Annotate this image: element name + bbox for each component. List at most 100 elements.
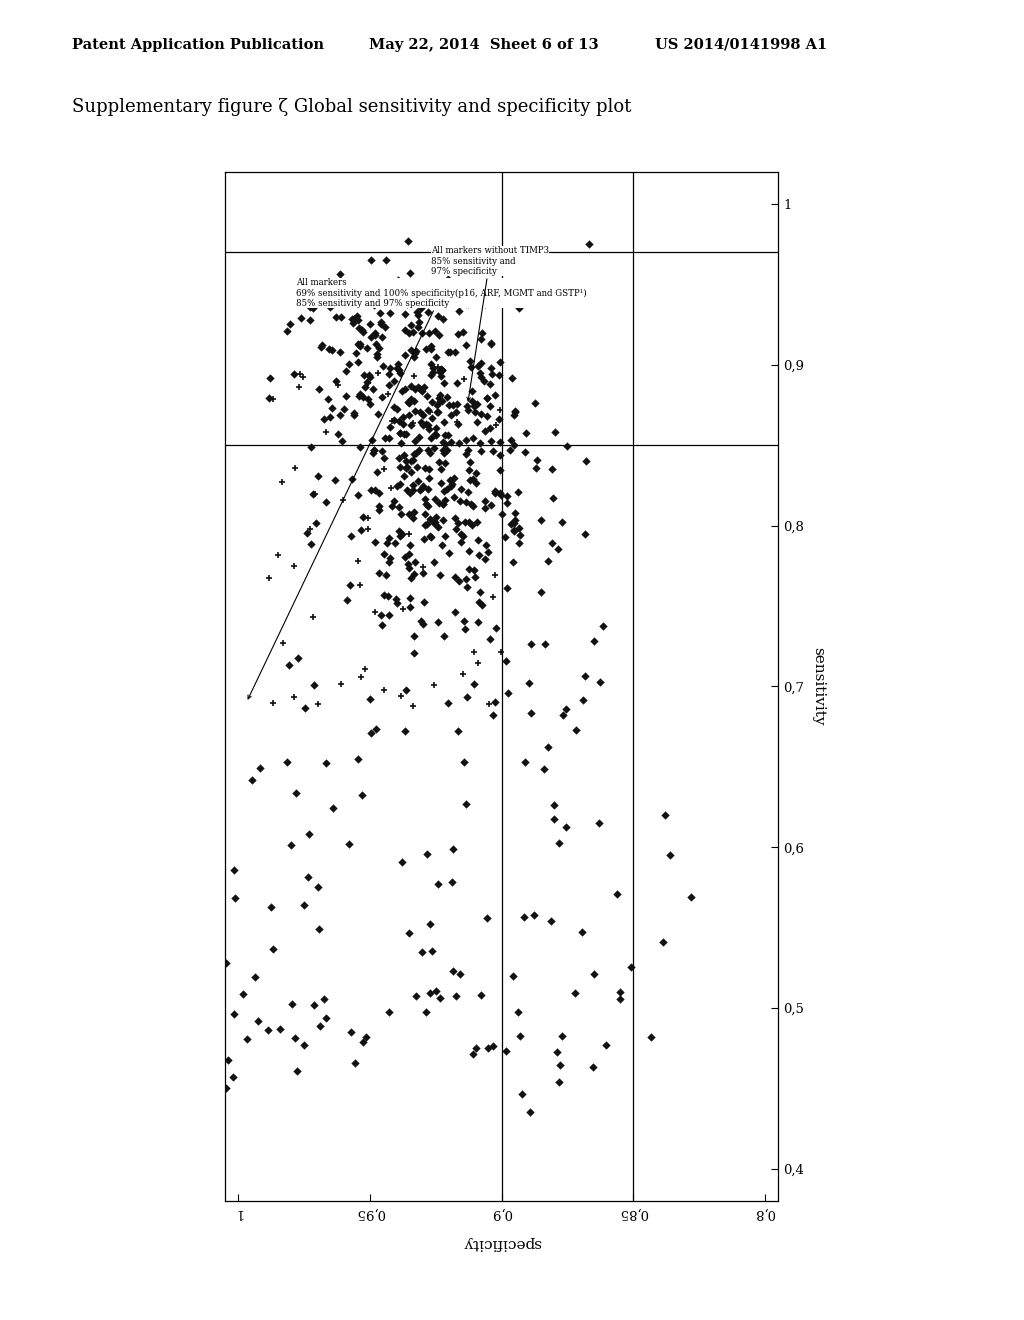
- Point: [406, 696, 422, 717]
- Point: [463, 492, 479, 513]
- Point: [361, 393, 378, 414]
- Point: [595, 616, 611, 638]
- Point: [437, 490, 454, 511]
- Point: [324, 397, 340, 418]
- Point: [376, 680, 392, 701]
- Point: [305, 607, 322, 628]
- Point: [423, 338, 439, 359]
- Point: [218, 953, 234, 974]
- Point: [310, 379, 327, 400]
- Point: [390, 354, 407, 375]
- Point: [517, 751, 534, 772]
- Point: [431, 451, 447, 473]
- Point: [322, 297, 338, 318]
- Point: [434, 432, 451, 453]
- Point: [369, 461, 385, 482]
- Point: [450, 413, 466, 434]
- Point: [445, 487, 462, 508]
- Point: [557, 817, 573, 838]
- Point: [344, 309, 360, 330]
- Point: [426, 550, 442, 572]
- Point: [352, 335, 369, 356]
- Point: [438, 440, 455, 461]
- Point: [367, 532, 383, 553]
- Point: [252, 758, 268, 779]
- Point: [522, 634, 539, 655]
- Point: [482, 374, 499, 395]
- Text: US 2014/0141998 A1: US 2014/0141998 A1: [655, 38, 827, 51]
- Point: [528, 450, 545, 471]
- Point: [411, 426, 427, 447]
- Point: [612, 989, 629, 1010]
- Point: [450, 393, 466, 414]
- Point: [462, 451, 478, 473]
- Point: [470, 653, 486, 675]
- Point: [317, 421, 334, 442]
- Point: [467, 401, 483, 422]
- Point: [355, 322, 372, 343]
- Point: [398, 293, 415, 314]
- Y-axis label: sensitivity: sensitivity: [811, 647, 825, 726]
- Point: [512, 524, 528, 545]
- Point: [310, 876, 327, 898]
- Point: [362, 479, 379, 500]
- Point: [453, 532, 469, 553]
- Point: [472, 362, 488, 383]
- Point: [367, 601, 383, 622]
- Point: [421, 418, 437, 440]
- Point: [447, 566, 464, 587]
- Point: [536, 759, 552, 780]
- Point: [381, 605, 397, 626]
- Point: [432, 362, 449, 383]
- Point: [370, 404, 386, 425]
- Point: [315, 409, 332, 430]
- Point: [290, 648, 306, 669]
- Point: [493, 484, 509, 506]
- Point: [360, 372, 377, 393]
- Point: [430, 305, 446, 326]
- Point: [507, 401, 523, 422]
- Point: [261, 367, 278, 388]
- Point: [412, 479, 428, 500]
- Point: [443, 474, 460, 495]
- Point: [437, 453, 454, 474]
- Point: [406, 322, 422, 343]
- Point: [273, 471, 290, 492]
- Point: [390, 269, 407, 290]
- Point: [371, 499, 387, 520]
- Point: [409, 301, 425, 322]
- Point: [450, 512, 466, 533]
- Point: [527, 392, 544, 413]
- Point: [422, 401, 438, 422]
- Point: [430, 874, 446, 895]
- Point: [313, 334, 330, 355]
- Point: [395, 424, 412, 445]
- Point: [479, 907, 496, 928]
- Point: [338, 385, 354, 407]
- Point: [407, 430, 423, 451]
- Point: [476, 491, 493, 512]
- Point: [431, 492, 447, 513]
- Point: [447, 985, 464, 1006]
- Point: [492, 459, 508, 480]
- Point: [485, 1035, 502, 1056]
- Point: [378, 565, 394, 586]
- Point: [428, 417, 444, 438]
- Point: [432, 459, 449, 480]
- Point: [298, 521, 314, 543]
- Point: [486, 692, 503, 713]
- Point: [440, 543, 457, 564]
- Point: [445, 838, 462, 859]
- Point: [432, 384, 449, 405]
- Point: [546, 795, 562, 816]
- Point: [306, 675, 323, 696]
- Point: [313, 337, 330, 358]
- Point: [418, 494, 434, 515]
- Point: [481, 628, 498, 649]
- Point: [504, 368, 520, 389]
- Point: [311, 919, 328, 940]
- Point: [339, 590, 355, 611]
- Point: [390, 496, 407, 517]
- Point: [550, 1071, 566, 1092]
- Point: [434, 359, 451, 380]
